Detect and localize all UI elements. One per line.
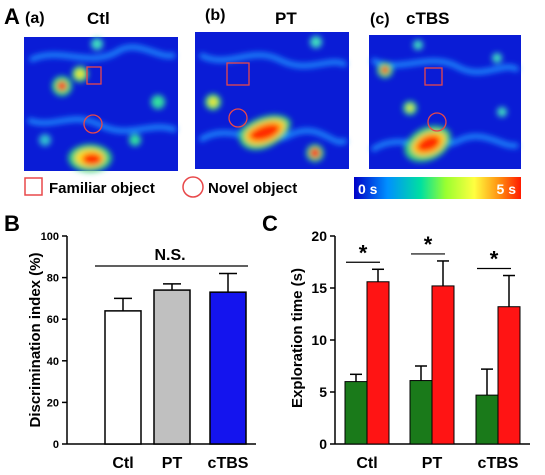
y-tick-label: 80 <box>47 273 59 285</box>
significance-star: * <box>424 232 433 257</box>
chart-b: 0 20 40 60 80 100 Ctl PT cTBS N.S. <box>41 231 256 472</box>
bar-familiar <box>344 381 368 445</box>
bar-familiar <box>475 394 499 445</box>
scale-min-label: 0 s <box>358 181 378 197</box>
y-tick-label: 40 <box>47 356 59 368</box>
heatmap-title: PT <box>275 9 297 28</box>
panel-label-a: A <box>4 4 20 29</box>
x-tick-label: Ctl <box>112 455 133 472</box>
bar-pt <box>153 289 191 445</box>
scale-max-label: 5 s <box>497 181 517 197</box>
heatmap-ctbs: (c) cTBS <box>369 9 521 169</box>
x-tick-label: cTBS <box>208 455 249 472</box>
bar-novel <box>431 285 455 445</box>
x-tick-label: PT <box>162 455 183 472</box>
chart-c-ylabel: Exploration time (s) <box>289 268 306 408</box>
bar-ctbs <box>209 291 247 445</box>
y-tick-label: 0 <box>53 439 59 451</box>
heatmap-title: cTBS <box>406 9 449 28</box>
bar-novel <box>497 306 521 445</box>
y-tick-label: 15 <box>311 280 327 296</box>
novel-label: Novel object <box>208 180 297 197</box>
bar-ctl <box>104 310 142 445</box>
chart-b-ylabel: Discrimination index (%) <box>27 252 44 427</box>
familiar-label: Familiar object <box>49 180 155 197</box>
y-tick-label: 0 <box>319 436 327 452</box>
panel-label-b: B <box>4 211 20 236</box>
heatmap-ctl: (a) Ctl <box>24 9 178 172</box>
heatmap-pt: (b) PT <box>195 7 349 169</box>
heatmap-label: (c) <box>370 11 390 28</box>
bar-novel <box>366 281 390 445</box>
x-tick-label: PT <box>422 455 443 472</box>
y-tick-label: 5 <box>319 384 327 400</box>
familiar-square-icon <box>24 177 43 196</box>
heatmap-title: Ctl <box>87 9 110 28</box>
panel-label-c: C <box>262 211 278 236</box>
novel-circle-icon <box>182 176 204 198</box>
significance-star: * <box>359 240 368 265</box>
map-legend: Familiar object Novel object 0 s 5 s <box>24 176 521 199</box>
significance-star: * <box>490 247 499 272</box>
y-tick-label: 20 <box>311 228 327 244</box>
bar-familiar <box>409 380 433 445</box>
x-tick-label: Ctl <box>356 455 377 472</box>
y-tick-label: 10 <box>311 332 327 348</box>
x-tick-label: cTBS <box>478 455 519 472</box>
y-tick-label: 100 <box>41 231 59 243</box>
y-tick-label: 60 <box>47 314 59 326</box>
heatmap-label: (a) <box>25 10 45 27</box>
color-scale-bar <box>354 177 521 199</box>
heatmap-label: (b) <box>205 7 225 24</box>
ns-annotation: N.S. <box>154 247 185 264</box>
y-tick-label: 20 <box>47 397 59 409</box>
chart-c: 0 5 10 15 20 Ctl * PT * cTBS * <box>311 228 530 472</box>
